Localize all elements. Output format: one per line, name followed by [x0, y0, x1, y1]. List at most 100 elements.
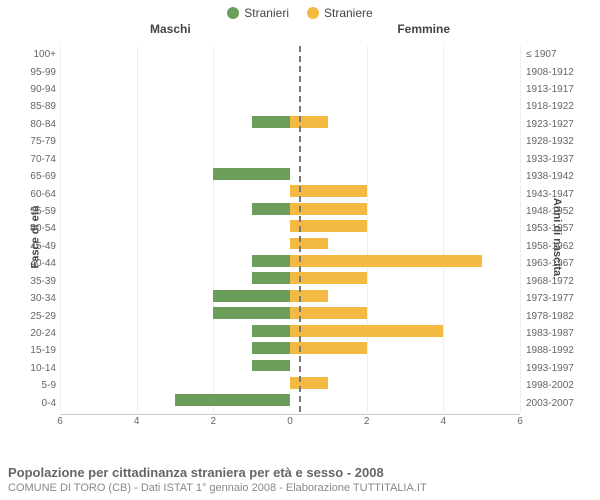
male-bar [213, 290, 290, 302]
gridline [520, 46, 521, 412]
birth-label: 1923-1927 [526, 119, 590, 130]
plot-area: Fasce di età Anni di nascita 100+≤ 19079… [0, 38, 600, 436]
female-bar [290, 185, 367, 197]
row: 85-891918-1922 [60, 98, 520, 115]
birth-label: 1968-1972 [526, 276, 590, 287]
right-half [290, 81, 520, 98]
age-label: 65-69 [16, 171, 56, 182]
legend-label-male: Stranieri [244, 6, 289, 20]
x-axis: 6420246 [60, 414, 520, 432]
row: 30-341973-1977 [60, 290, 520, 307]
male-bar [213, 307, 290, 319]
right-half [290, 220, 520, 237]
left-half [60, 168, 290, 185]
age-label: 35-39 [16, 276, 56, 287]
right-half [290, 63, 520, 80]
row: 90-941913-1917 [60, 81, 520, 98]
birth-label: 1938-1942 [526, 171, 590, 182]
row: 75-791928-1932 [60, 133, 520, 150]
panel-title-left: Maschi [150, 22, 191, 36]
x-tick: 6 [57, 416, 63, 427]
left-half [60, 151, 290, 168]
left-half [60, 203, 290, 220]
left-half [60, 63, 290, 80]
right-half [290, 98, 520, 115]
legend: Stranieri Straniere [0, 0, 600, 22]
row: 55-591948-1952 [60, 203, 520, 220]
right-half [290, 255, 520, 272]
age-label: 50-54 [16, 223, 56, 234]
female-bar [290, 238, 328, 250]
birth-label: 1993-1997 [526, 363, 590, 374]
right-half [290, 307, 520, 324]
row: 50-541953-1957 [60, 220, 520, 237]
birth-label: 1943-1947 [526, 189, 590, 200]
male-bar [252, 325, 290, 337]
male-bar [252, 116, 290, 128]
age-label: 70-74 [16, 154, 56, 165]
left-half [60, 394, 290, 411]
row: 40-441963-1967 [60, 255, 520, 272]
left-half [60, 377, 290, 394]
right-half [290, 394, 520, 411]
male-bar [252, 342, 290, 354]
birth-label: 1913-1917 [526, 84, 590, 95]
x-tick: 0 [287, 416, 293, 427]
panel-title-right: Femmine [397, 22, 450, 36]
female-bar [290, 220, 367, 232]
row: 15-191988-1992 [60, 342, 520, 359]
left-half [60, 46, 290, 63]
right-half [290, 360, 520, 377]
birth-label: 1958-1962 [526, 241, 590, 252]
right-half [290, 238, 520, 255]
age-label: 30-34 [16, 293, 56, 304]
right-half [290, 168, 520, 185]
row: 65-691938-1942 [60, 168, 520, 185]
age-label: 85-89 [16, 101, 56, 112]
row: 25-291978-1982 [60, 307, 520, 324]
birth-label: 1963-1967 [526, 258, 590, 269]
swatch-male [227, 7, 239, 19]
birth-label: 1928-1932 [526, 136, 590, 147]
chart-title: Popolazione per cittadinanza straniera p… [8, 465, 592, 480]
female-bar [290, 203, 367, 215]
row: 20-241983-1987 [60, 325, 520, 342]
x-tick: 2 [364, 416, 370, 427]
age-label: 5-9 [16, 380, 56, 391]
legend-label-female: Straniere [324, 6, 373, 20]
age-label: 15-19 [16, 345, 56, 356]
female-bar [290, 325, 443, 337]
female-bar [290, 255, 482, 267]
female-bar [290, 307, 367, 319]
row: 70-741933-1937 [60, 151, 520, 168]
x-tick: 4 [441, 416, 447, 427]
chart-subtitle: COMUNE DI TORO (CB) - Dati ISTAT 1° genn… [8, 482, 592, 494]
age-label: 80-84 [16, 119, 56, 130]
birth-label: 1918-1922 [526, 101, 590, 112]
birth-label: 2003-2007 [526, 398, 590, 409]
panel-titles: Maschi Femmine [0, 22, 600, 38]
age-label: 60-64 [16, 189, 56, 200]
right-half [290, 185, 520, 202]
legend-item-male: Stranieri [227, 6, 289, 20]
left-half [60, 116, 290, 133]
row: 35-391968-1972 [60, 272, 520, 289]
right-half [290, 151, 520, 168]
female-bar [290, 290, 328, 302]
left-half [60, 238, 290, 255]
right-half [290, 116, 520, 133]
birth-label: 1988-1992 [526, 345, 590, 356]
rows-container: 100+≤ 190795-991908-191290-941913-191785… [60, 46, 520, 412]
female-bar [290, 377, 328, 389]
left-half [60, 290, 290, 307]
age-label: 100+ [16, 49, 56, 60]
row: 0-42003-2007 [60, 394, 520, 411]
right-half [290, 290, 520, 307]
male-bar [252, 360, 290, 372]
right-half [290, 377, 520, 394]
left-half [60, 185, 290, 202]
left-half [60, 81, 290, 98]
male-bar [252, 203, 290, 215]
row: 45-491958-1962 [60, 238, 520, 255]
right-half [290, 133, 520, 150]
